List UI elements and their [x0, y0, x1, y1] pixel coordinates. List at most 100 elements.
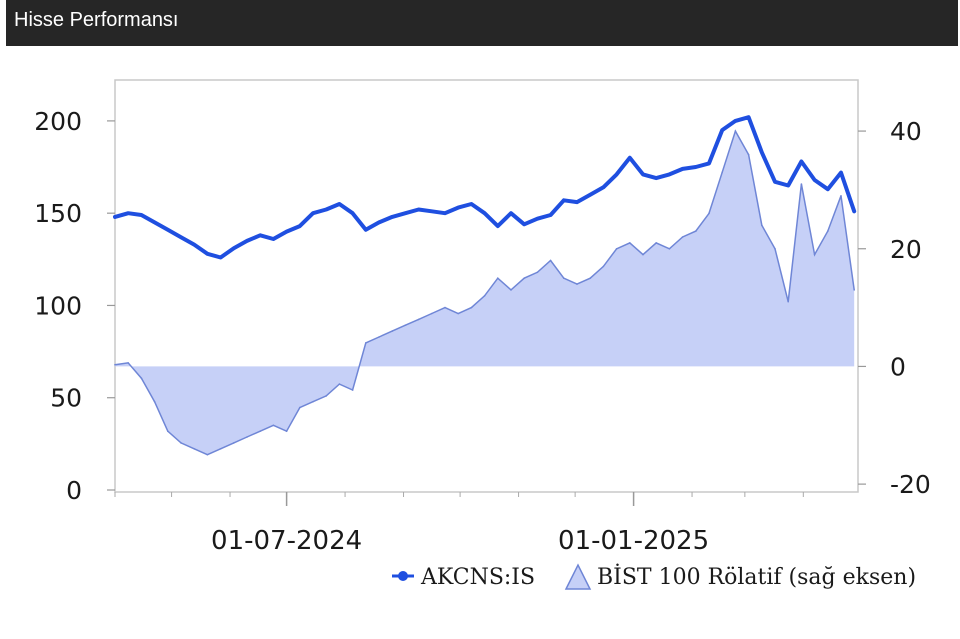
relative-point — [853, 289, 855, 291]
price-point — [232, 246, 236, 250]
relative-point — [774, 248, 776, 250]
price-point — [364, 228, 368, 232]
price-point — [694, 165, 698, 169]
right-tick-label: 20 — [890, 235, 922, 264]
relative-point — [114, 363, 116, 366]
price-point — [799, 160, 803, 163]
price-point — [826, 187, 830, 191]
relative-point — [285, 430, 288, 433]
price-point — [390, 215, 394, 219]
price-point — [443, 211, 447, 215]
relative-point — [761, 224, 763, 226]
relative-point — [655, 242, 657, 244]
legend-price-marker-icon — [398, 571, 408, 581]
relative-point — [431, 312, 433, 315]
x-axis: 01-07-2024 01-01-2025 — [114, 492, 804, 556]
right-tick-label: -20 — [890, 470, 931, 499]
relative-point — [629, 242, 631, 244]
price-point — [588, 193, 592, 197]
relative-point — [259, 430, 262, 433]
price-point — [707, 161, 711, 165]
page-title: Hisse Performansı — [14, 9, 179, 31]
relative-point — [563, 277, 565, 280]
relative-point — [180, 442, 182, 444]
x-tick-label: 01-07-2024 — [211, 526, 362, 556]
relative-series-layer — [114, 129, 855, 456]
price-point — [139, 213, 143, 217]
price-point — [430, 209, 434, 213]
price-point — [351, 211, 355, 215]
price-point — [522, 222, 526, 226]
relative-point — [219, 448, 222, 450]
plot-frame — [114, 79, 859, 493]
relative-point — [536, 271, 539, 274]
relative-point — [127, 362, 129, 364]
price-point — [456, 206, 460, 210]
relative-point — [721, 171, 723, 174]
right-y-axis: -20 0 20 40 — [858, 117, 931, 499]
relative-point — [589, 277, 591, 280]
relative-point — [681, 236, 684, 238]
relative-point — [602, 265, 605, 268]
legend-relative-label: BİST 100 Rölatif (sağ eksen) — [597, 563, 916, 590]
price-point — [667, 172, 671, 176]
relative-point — [576, 283, 578, 285]
relative-point — [483, 295, 486, 297]
left-tick-label: 200 — [34, 107, 82, 136]
relative-point — [695, 230, 697, 232]
relative-point — [708, 212, 710, 215]
price-point — [285, 230, 289, 234]
price-point — [641, 172, 645, 176]
price-point — [628, 156, 632, 160]
relative-point — [734, 130, 737, 132]
relative-point — [549, 259, 552, 262]
price-point — [417, 208, 421, 211]
price-point — [509, 211, 513, 215]
relative-point — [668, 248, 671, 250]
relative-point — [470, 306, 473, 309]
price-point — [549, 213, 553, 217]
price-point — [839, 171, 843, 175]
left-tick-label: 150 — [34, 199, 82, 228]
relative-point — [312, 400, 314, 403]
legend-area-triangle-icon — [564, 563, 592, 590]
price-point — [720, 128, 724, 132]
legend: AKCNS:IS BİST 100 Rölatif (sağ eksen) — [392, 563, 916, 590]
price-point — [496, 224, 500, 228]
price-point — [733, 119, 737, 123]
price-point — [377, 220, 381, 224]
right-tick-label: 40 — [890, 117, 922, 146]
price-point — [258, 233, 262, 237]
price-point — [760, 150, 764, 154]
price-point — [192, 243, 196, 247]
legend-price-label: AKCNS:IS — [420, 565, 535, 590]
price-point — [311, 211, 315, 215]
relative-point — [457, 312, 460, 315]
price-series-layer — [113, 115, 857, 260]
relative-point — [365, 342, 367, 344]
relative-point — [351, 389, 354, 391]
price-point — [483, 211, 487, 215]
plot-border — [114, 79, 859, 493]
price-point — [852, 209, 856, 213]
relative-point — [140, 377, 143, 380]
relative-area — [115, 131, 855, 455]
price-point — [113, 215, 117, 219]
price-point — [153, 220, 157, 224]
left-y-axis: 0 50 100 150 200 — [34, 107, 115, 505]
relative-point — [813, 253, 816, 256]
relative-point — [325, 395, 328, 397]
price-point — [535, 217, 539, 221]
price-point — [747, 115, 751, 119]
price-point — [615, 172, 619, 176]
price-point — [786, 184, 790, 187]
header-bar: Hisse Performansı — [6, 0, 958, 46]
legend-item-relative: BİST 100 Rölatif (sağ eksen) — [564, 563, 916, 590]
relative-point — [642, 253, 644, 256]
price-point — [469, 202, 473, 206]
relative-point — [827, 230, 829, 232]
left-tick-label: 100 — [34, 291, 82, 320]
price-point — [575, 200, 579, 204]
relative-point — [338, 383, 341, 385]
